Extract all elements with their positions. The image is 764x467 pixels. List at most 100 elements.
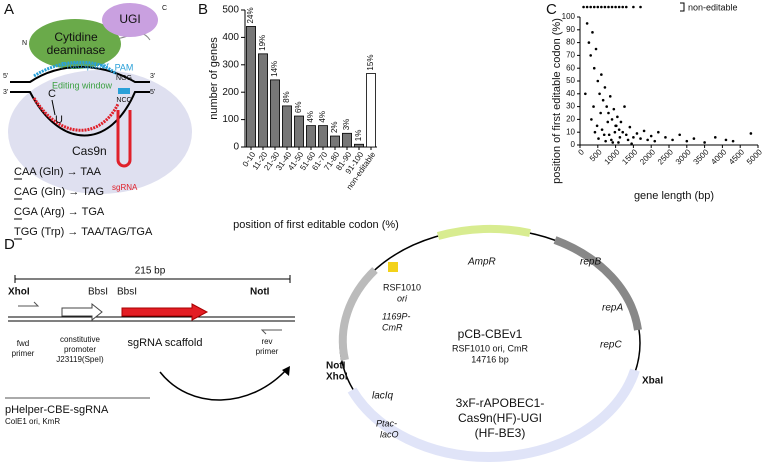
- bar: [342, 132, 352, 148]
- x-tick-label: 3000: [674, 147, 693, 166]
- point: [592, 66, 596, 70]
- panel-label: D: [4, 236, 15, 253]
- y-axis-label: position of first editable codon (%): [551, 18, 563, 184]
- point: [618, 136, 622, 139]
- codon-row: CAG (Gln) → TAG: [14, 186, 104, 198]
- point: [619, 120, 623, 124]
- point: [617, 128, 621, 131]
- x-tick-label: 5000: [745, 147, 764, 166]
- percent-label: 8%: [282, 91, 291, 103]
- c-term: C: [162, 5, 167, 12]
- bracket: [680, 2, 685, 12]
- y-tick-label: 70: [566, 51, 575, 60]
- primer-label: primer: [12, 349, 35, 358]
- x-tick-label: 1000: [603, 147, 622, 166]
- n-term: N: [22, 40, 27, 47]
- x-tick-label: 1500: [620, 147, 639, 166]
- protospacer: [33, 60, 118, 78]
- deaminase-label: deaminase: [47, 43, 106, 57]
- point: [624, 133, 628, 137]
- percent-label: 4%: [306, 111, 315, 123]
- point: [594, 47, 598, 51]
- x-tick-label: 0: [576, 147, 586, 157]
- gene-label: repC: [600, 340, 622, 351]
- ngg: NGG: [116, 75, 132, 82]
- primer-label: rev: [261, 337, 272, 346]
- strand-end: 5': [3, 73, 8, 80]
- point: [639, 137, 642, 140]
- y-tick-label: 0: [233, 142, 239, 153]
- sgrna-strand: [32, 97, 120, 132]
- y-tick-label: 0: [571, 140, 576, 149]
- y-tick-label: 300: [222, 59, 239, 70]
- y-tick-label: 50: [566, 76, 575, 85]
- point: [605, 105, 608, 108]
- point: [649, 134, 653, 138]
- ori-label: RSF1010: [383, 282, 421, 292]
- conversion-arrow: [51, 99, 56, 116]
- y-tick-label: 500: [222, 5, 239, 16]
- point: [621, 130, 625, 134]
- panel-label: C: [546, 1, 557, 18]
- y-tick-label: 400: [222, 32, 239, 43]
- point: [595, 124, 599, 128]
- primer-label: primer: [256, 347, 279, 356]
- point: [628, 125, 632, 129]
- bar: [282, 105, 292, 148]
- point: [585, 22, 589, 25]
- x-tick-label: 2000: [638, 147, 657, 166]
- x-axis-label: position of first editable codon (%): [233, 219, 399, 231]
- y-tick-label: 90: [566, 25, 575, 34]
- plasmid-size: 14716 bp: [471, 354, 509, 364]
- y-axis-label: number of genes: [208, 37, 220, 120]
- point: [591, 31, 594, 34]
- protospacer-label: Protospacer: [61, 60, 110, 70]
- codon-row: TGG (Trp) → TAA/TAG/TGA: [14, 226, 153, 238]
- base-c: C: [48, 88, 56, 100]
- percent-label: 14%: [270, 61, 279, 77]
- point: [592, 105, 595, 108]
- point: [606, 120, 610, 124]
- strand-end: 3': [3, 89, 8, 96]
- sgrna-label: sgRNA: [112, 183, 138, 192]
- percent-label: 3%: [342, 119, 351, 131]
- length-label: 215 bp: [135, 266, 166, 277]
- non-editable-point: [632, 5, 635, 9]
- y-tick-label: 80: [566, 38, 575, 47]
- point: [703, 141, 706, 144]
- bar: [294, 115, 304, 148]
- panel-d: D 215 bp XhoI BbsI BbsI NotI fwd primer …: [4, 224, 663, 463]
- ptac-label: lacO: [380, 429, 399, 439]
- point: [731, 139, 735, 143]
- insert-label: 3xF-rAPOBEC1-: [456, 396, 545, 410]
- non-editable-point: [600, 5, 603, 9]
- bar: [330, 135, 340, 148]
- point: [646, 138, 649, 142]
- helper-name: pHelper-CBE-sgRNA: [5, 404, 109, 416]
- x-tick-label: 3500: [692, 147, 711, 166]
- site-label: NotI: [250, 287, 270, 298]
- point: [600, 73, 603, 76]
- site-label: BbsI: [88, 287, 108, 298]
- point: [593, 130, 597, 134]
- promoter-label: J23119(SpeI): [56, 355, 104, 364]
- percent-label: 19%: [258, 35, 267, 51]
- point: [603, 86, 607, 89]
- y-tick-label: 40: [566, 89, 575, 98]
- cmr-label: CmR: [382, 322, 403, 332]
- point: [610, 118, 614, 121]
- point: [617, 141, 620, 144]
- point: [612, 107, 616, 111]
- point: [601, 98, 605, 102]
- point: [635, 132, 639, 135]
- sgrna-loop: [116, 110, 132, 168]
- point: [607, 111, 610, 115]
- non-editable-point: [582, 5, 585, 9]
- ori-feature: [388, 262, 398, 272]
- percent-label: 6%: [294, 101, 303, 113]
- pam-box: [118, 88, 130, 94]
- percent-label: 15%: [366, 55, 375, 71]
- laciq-feature: [338, 267, 378, 361]
- site-label: XbaI: [642, 376, 663, 387]
